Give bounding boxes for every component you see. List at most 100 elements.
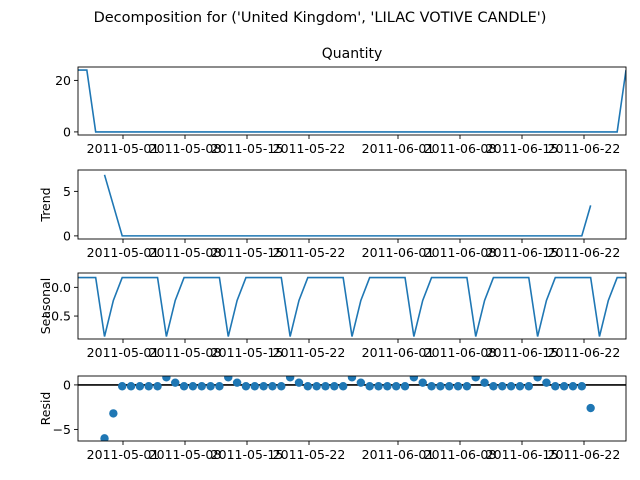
x-tick-label: 2011-06-08 — [424, 345, 497, 360]
quantity-data — [78, 69, 626, 133]
y-tick-label: 0 — [63, 377, 71, 392]
x-tick-label: 2011-05-08 — [149, 245, 222, 260]
x-tick-label: 2011-05-22 — [273, 245, 346, 260]
x-tick-label: 2011-06-22 — [548, 447, 621, 462]
resid-point — [197, 382, 206, 391]
resid-point — [294, 378, 304, 387]
resid-point — [135, 382, 145, 391]
resid-point — [232, 378, 242, 387]
seasonal-series-line — [78, 276, 626, 337]
x-tick-label: 2011-06-22 — [548, 141, 621, 156]
resid-point — [524, 382, 533, 391]
quantity-panel: 0 20 2011-05-012011-05-082011-05-152011-05… — [55, 46, 627, 156]
resid-point — [489, 382, 498, 391]
resid-point — [568, 382, 578, 391]
y-tick-label: 5 — [63, 184, 71, 199]
resid-point — [586, 403, 595, 413]
resid-point — [418, 378, 427, 387]
resid-point — [277, 382, 286, 391]
seasonal-data — [78, 276, 626, 337]
x-tick-label: 2011-05-15 — [211, 245, 284, 260]
y-tick-label: −5 — [53, 422, 71, 437]
x-tick-label: 2011-06-01 — [362, 245, 435, 260]
resid-point — [400, 382, 410, 391]
x-tick-label: 2011-05-01 — [87, 245, 160, 260]
x-tick-label: 2011-06-15 — [486, 245, 559, 260]
trend-data — [103, 174, 592, 237]
trend-series-line — [103, 174, 592, 237]
resid-point — [179, 382, 189, 391]
resid-point — [224, 376, 233, 382]
resid-point — [409, 376, 419, 382]
y-tick-label: −0.5 — [41, 309, 71, 324]
seasonal-panel: 0.0−0.52011-05-012011-05-082011-05-15201… — [38, 272, 627, 360]
resid-panel: 0 −5 2011-05-012011-05-082011-05-152011-05… — [38, 375, 627, 462]
resid-point — [100, 434, 109, 441]
trend-axes-frame — [77, 169, 627, 240]
x-tick-label: 2011-05-01 — [87, 447, 160, 462]
x-tick-label: 2011-06-15 — [486, 447, 559, 462]
y-tick-label: 0 — [63, 228, 71, 243]
resid-point — [515, 382, 525, 391]
resid-point — [533, 376, 542, 382]
resid-ylabel: Resid — [38, 392, 53, 426]
resid-point — [498, 382, 507, 391]
resid-point — [206, 382, 215, 391]
x-tick-label: 2011-05-08 — [149, 447, 222, 462]
x-tick-label: 2011-06-22 — [548, 345, 621, 360]
resid-point — [109, 409, 118, 418]
resid-axes-frame — [77, 375, 627, 442]
x-tick-label: 2011-06-08 — [424, 447, 497, 462]
resid-point — [153, 382, 162, 391]
resid-point — [356, 378, 366, 387]
seasonal-ylabel: Seasonal — [38, 278, 53, 335]
x-tick-label: 2011-06-08 — [424, 245, 497, 260]
resid-point — [312, 382, 321, 391]
resid-point — [126, 382, 136, 391]
resid-point — [427, 382, 436, 391]
resid-point — [577, 382, 587, 391]
trend-panel: 0 5 2011-05-012011-05-082011-05-152011-05-… — [38, 169, 627, 260]
resid-point — [480, 378, 489, 387]
resid-point — [436, 382, 445, 391]
resid-point — [259, 382, 268, 391]
resid-point — [462, 382, 472, 391]
y-tick-label: 0 — [63, 124, 71, 139]
y-tick-label: 0.0 — [51, 280, 71, 295]
resid-point — [285, 376, 295, 382]
resid-point — [303, 382, 313, 391]
x-tick-label: 2011-06-01 — [362, 447, 435, 462]
x-tick-label: 2011-05-22 — [273, 447, 346, 462]
resid-point — [347, 376, 357, 382]
trend-ylabel: Trend — [38, 187, 53, 222]
resid-point — [365, 382, 374, 391]
resid-point — [391, 382, 401, 391]
resid-point — [330, 382, 339, 391]
resid-point — [551, 382, 560, 391]
seasonal-axes-frame — [77, 272, 627, 340]
resid-point — [188, 382, 198, 391]
resid-point — [506, 382, 516, 391]
resid-point — [250, 382, 259, 391]
resid-point — [542, 378, 551, 387]
x-tick-label: 2011-06-01 — [362, 141, 435, 156]
resid-point — [559, 382, 569, 391]
resid-point — [117, 382, 127, 391]
resid-point — [171, 378, 180, 387]
resid-point — [471, 376, 480, 382]
resid-point — [453, 382, 463, 391]
x-tick-label: 2011-05-01 — [87, 141, 160, 156]
x-tick-label: 2011-06-08 — [424, 141, 497, 156]
figure-title: Decomposition for ('United Kingdom', 'LI… — [94, 10, 547, 26]
x-tick-label: 2011-05-15 — [211, 447, 284, 462]
resid-data — [78, 376, 626, 441]
quantity-title: Quantity — [322, 46, 383, 62]
x-tick-label: 2011-05-15 — [211, 141, 284, 156]
x-tick-label: 2011-06-15 — [486, 345, 559, 360]
resid-point — [215, 382, 224, 391]
resid-point — [321, 382, 330, 391]
resid-point — [445, 382, 454, 391]
resid-point — [144, 382, 153, 391]
resid-point — [162, 376, 171, 382]
